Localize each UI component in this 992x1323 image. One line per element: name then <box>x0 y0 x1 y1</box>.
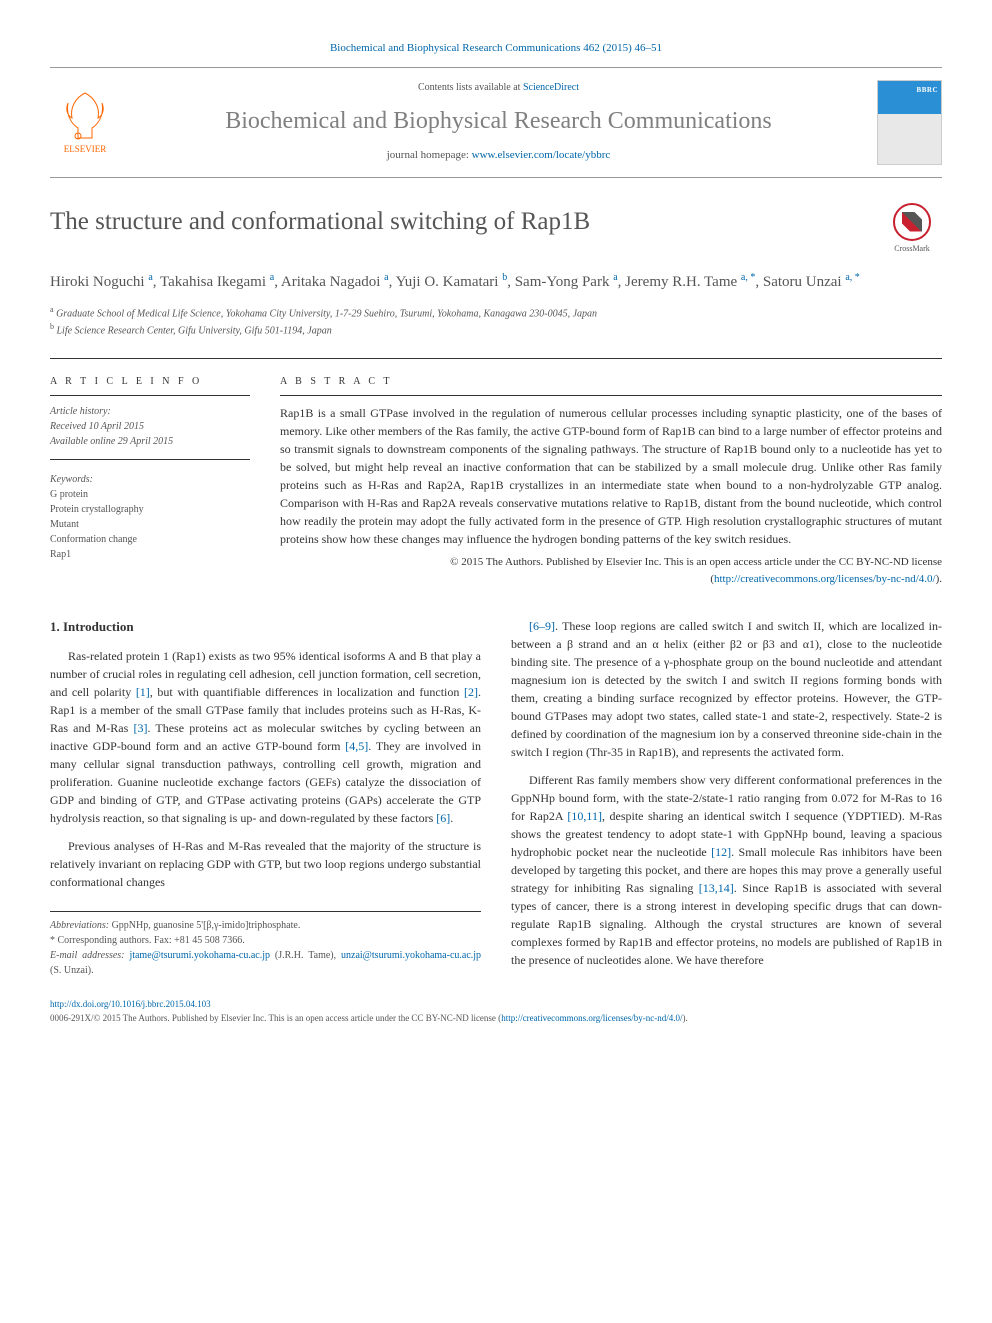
keywords-label: Keywords: <box>50 472 250 487</box>
ref-link[interactable]: [3] <box>133 721 147 735</box>
body-paragraph: Previous analyses of H-Ras and M-Ras rev… <box>50 837 481 891</box>
crossmark-badge[interactable]: CrossMark <box>882 203 942 255</box>
corresponding-label: * Corresponding authors. <box>50 935 151 946</box>
ref-link[interactable]: [12] <box>711 845 731 859</box>
license-link[interactable]: http://creativecommons.org/licenses/by-n… <box>714 573 936 585</box>
ref-link[interactable]: [10,11] <box>567 809 602 823</box>
article-body: 1. Introduction Ras-related protein 1 (R… <box>50 617 942 978</box>
journal-name: Biochemical and Biophysical Research Com… <box>138 103 859 139</box>
footer-license-link[interactable]: http://creativecommons.org/licenses/by-n… <box>501 1013 682 1023</box>
affiliations: a Graduate School of Medical Life Scienc… <box>50 304 942 339</box>
elsevier-tree-icon <box>60 88 110 143</box>
homepage-prefix: journal homepage: <box>387 149 472 161</box>
article-info-sidebar: A R T I C L E I N F O Article history: R… <box>50 374 250 587</box>
journal-citation: Biochemical and Biophysical Research Com… <box>50 40 942 57</box>
author-list: Hiroki Noguchi a, Takahisa Ikegami a, Ar… <box>50 270 942 294</box>
footnotes: Abbreviations: GppNHp, guanosine 5'[β,γ-… <box>50 911 481 978</box>
email-who: (J.R.H. Tame), <box>270 950 341 961</box>
keyword: Protein crystallography <box>50 502 250 517</box>
abstract-section: A B S T R A C T Rap1B is a small GTPase … <box>280 374 942 587</box>
doi-link[interactable]: http://dx.doi.org/10.1016/j.bbrc.2015.04… <box>50 999 211 1009</box>
masthead: ELSEVIER Contents lists available at Sci… <box>50 67 942 178</box>
section-heading: 1. Introduction <box>50 617 481 637</box>
journal-homepage-link[interactable]: www.elsevier.com/locate/ybbrc <box>472 149 611 161</box>
ref-link[interactable]: [4,5] <box>345 739 368 753</box>
body-paragraph: Ras-related protein 1 (Rap1) exists as t… <box>50 647 481 827</box>
issn-suffix: ). <box>682 1013 687 1023</box>
ref-link[interactable]: [1] <box>136 685 150 699</box>
corr-email-link[interactable]: unzai@tsurumi.yokohama-cu.ac.jp <box>341 950 481 961</box>
page-footer: http://dx.doi.org/10.1016/j.bbrc.2015.04… <box>50 998 942 1025</box>
received-date: Received 10 April 2015 <box>50 419 250 434</box>
ref-link[interactable]: [2] <box>464 685 478 699</box>
contents-prefix: Contents lists available at <box>418 82 523 93</box>
keyword: Conformation change <box>50 532 250 547</box>
crossmark-label: CrossMark <box>894 243 930 255</box>
sciencedirect-link[interactable]: ScienceDirect <box>523 82 579 93</box>
available-date: Available online 29 April 2015 <box>50 434 250 449</box>
abstract-heading: A B S T R A C T <box>280 374 942 396</box>
journal-homepage-line: journal homepage: www.elsevier.com/locat… <box>138 147 859 164</box>
corr-email-link[interactable]: jtame@tsurumi.yokohama-cu.ac.jp <box>129 950 270 961</box>
keyword: Mutant <box>50 517 250 532</box>
keyword: Rap1 <box>50 547 250 562</box>
abbrev-label: Abbreviations: <box>50 920 109 931</box>
elsevier-label: ELSEVIER <box>64 143 107 157</box>
keyword: G protein <box>50 487 250 502</box>
ref-link[interactable]: [6] <box>436 811 450 825</box>
body-paragraph: [6–9]. These loop regions are called swi… <box>511 617 942 761</box>
elsevier-logo: ELSEVIER <box>50 82 120 162</box>
crossmark-icon <box>893 203 931 241</box>
affiliation: a Graduate School of Medical Life Scienc… <box>50 304 942 321</box>
contents-list-line: Contents lists available at ScienceDirec… <box>138 80 859 95</box>
license-line: © 2015 The Authors. Published by Elsevie… <box>280 554 942 587</box>
license-suffix: ). <box>936 573 942 585</box>
article-title: The structure and conformational switchi… <box>50 203 882 241</box>
article-info-heading: A R T I C L E I N F O <box>50 374 250 396</box>
corresponding-fax: Fax: +81 45 508 7366. <box>151 935 244 946</box>
body-paragraph: Different Ras family members show very d… <box>511 771 942 969</box>
issn-line: 0006-291X/© 2015 The Authors. Published … <box>50 1013 501 1023</box>
history-label: Article history: <box>50 404 250 419</box>
ref-link[interactable]: [6–9] <box>529 619 555 633</box>
journal-cover-thumbnail <box>877 80 942 165</box>
email-label: E-mail addresses: <box>50 950 125 961</box>
email-who: (S. Unzai). <box>50 965 94 976</box>
abbrev-text: GppNHp, guanosine 5'[β,γ-imido]triphosph… <box>109 920 300 931</box>
ref-link[interactable]: [13,14] <box>699 881 734 895</box>
affiliation: b Life Science Research Center, Gifu Uni… <box>50 321 942 338</box>
abstract-text: Rap1B is a small GTPase involved in the … <box>280 404 942 548</box>
